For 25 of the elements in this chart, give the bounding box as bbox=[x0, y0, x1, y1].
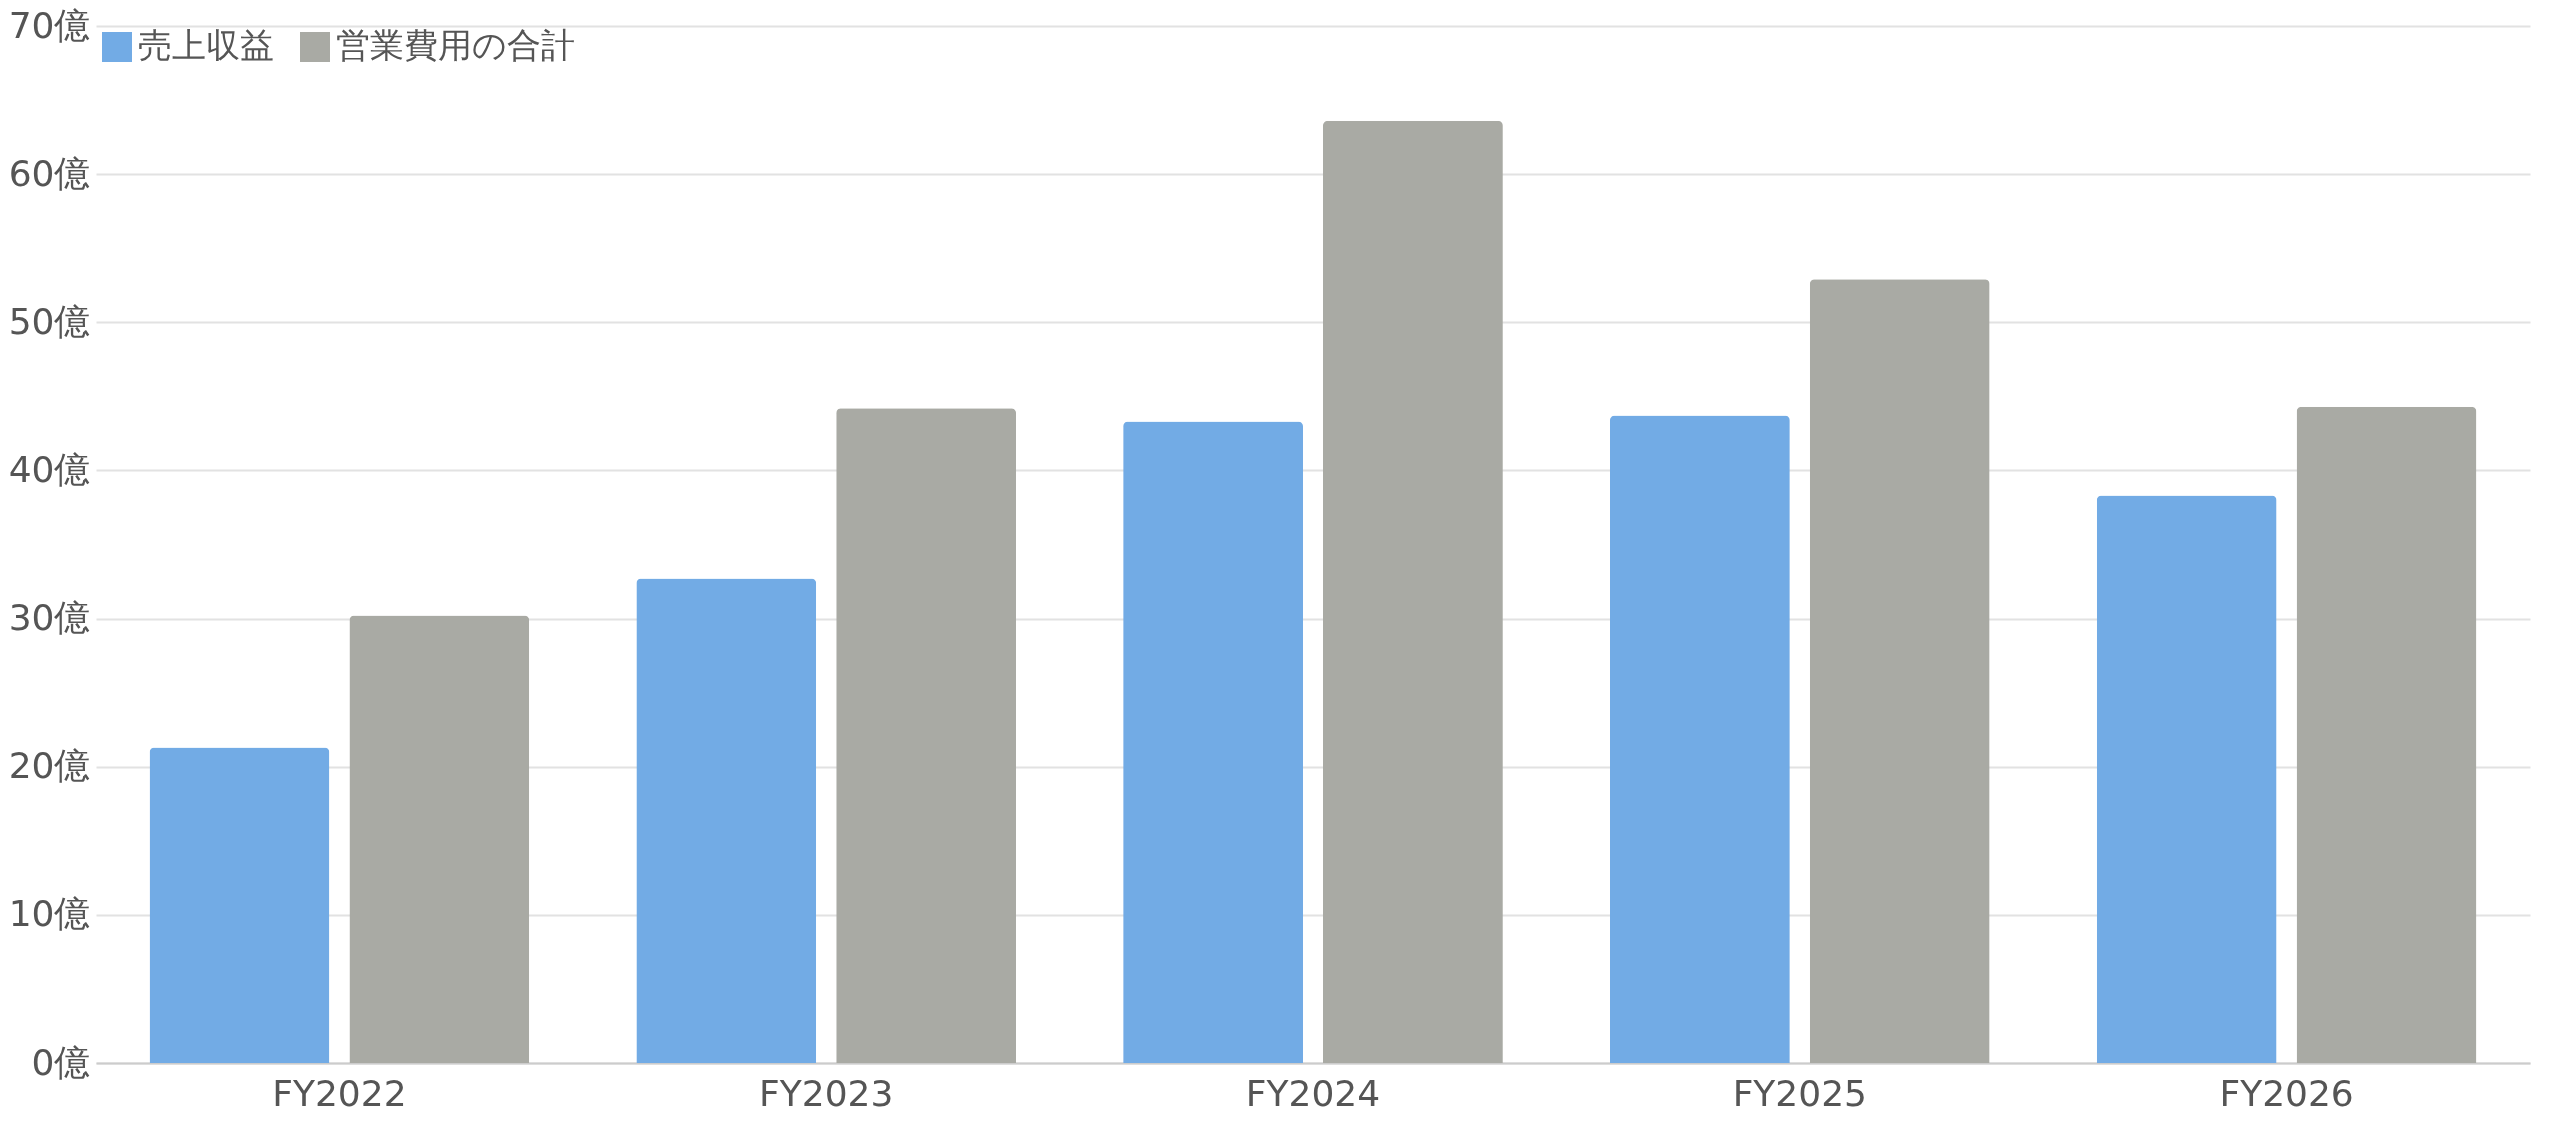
legend-label: 営業費用の合計 bbox=[336, 25, 575, 65]
x-tick-label: FY2025 bbox=[1732, 1072, 1867, 1114]
bar bbox=[636, 578, 817, 1063]
x-tick-label: FY2022 bbox=[272, 1072, 407, 1114]
y-tick-label: 70億 bbox=[8, 4, 91, 46]
y-tick-label: 40億 bbox=[8, 448, 91, 490]
y-tick-label: 0億 bbox=[31, 1041, 91, 1083]
y-tick-label: 30億 bbox=[8, 597, 91, 639]
bar bbox=[1123, 421, 1304, 1063]
y-tick-label: 10億 bbox=[8, 893, 91, 935]
x-tick-label: FY2026 bbox=[2219, 1072, 2354, 1114]
y-tick-label: 50億 bbox=[8, 300, 91, 342]
x-tick-label: FY2023 bbox=[759, 1072, 894, 1114]
bar bbox=[836, 408, 1017, 1063]
bar bbox=[1322, 120, 1503, 1063]
y-tick-label: 60億 bbox=[8, 152, 91, 194]
bar bbox=[1809, 279, 1990, 1063]
x-tick-label: FY2024 bbox=[1245, 1072, 1381, 1114]
legend-label: 売上収益 bbox=[138, 25, 274, 65]
bar bbox=[349, 615, 530, 1063]
y-tick-label: 20億 bbox=[8, 745, 91, 787]
bar bbox=[2296, 406, 2477, 1063]
bar bbox=[149, 747, 330, 1063]
bar bbox=[1609, 415, 1790, 1063]
bar bbox=[2096, 495, 2277, 1063]
